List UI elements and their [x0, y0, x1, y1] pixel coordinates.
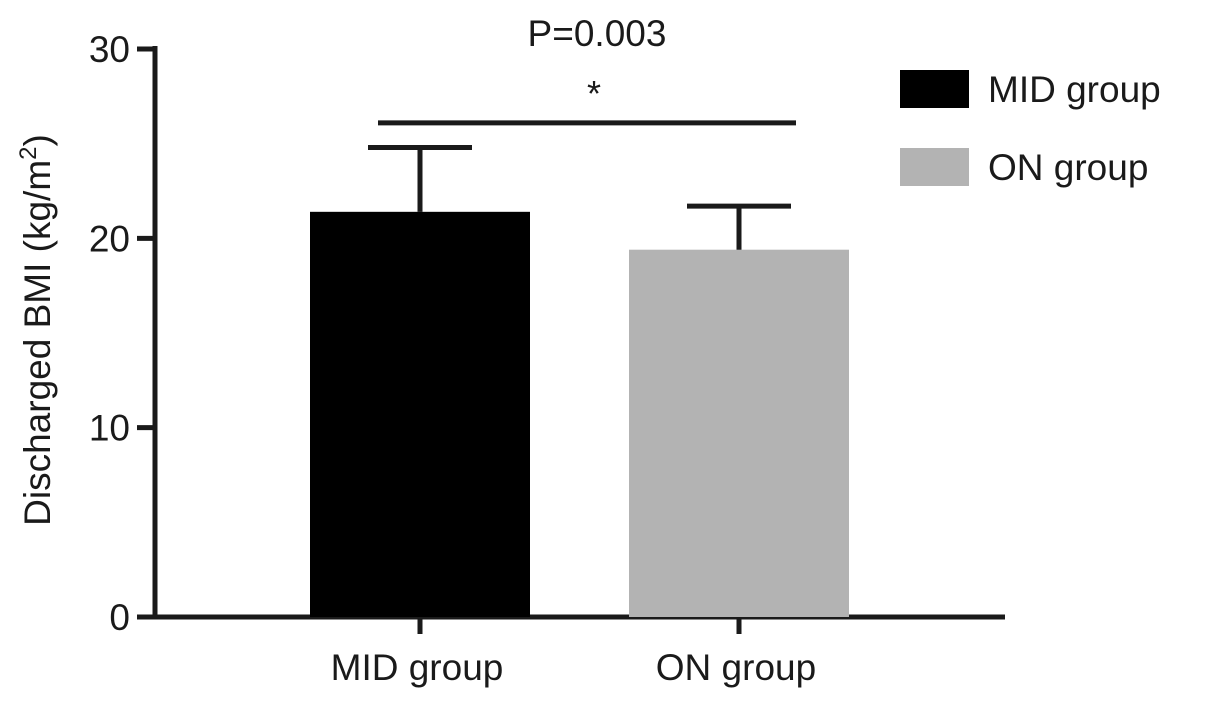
y-axis-title: Discharged BMI (kg/m2)	[15, 134, 58, 526]
legend-label: ON group	[988, 147, 1148, 188]
legend-swatch	[900, 148, 969, 186]
y-axis-title-main: Discharged BMI (kg/m	[17, 160, 58, 526]
bar-2	[629, 249, 849, 617]
x-category-label: ON group	[656, 647, 816, 688]
legend-label: MID group	[988, 69, 1161, 110]
legend-item-1: MID group	[900, 69, 1161, 110]
p-value-label: P=0.003	[528, 13, 667, 54]
y-tick-label: 0	[109, 597, 130, 638]
axes	[152, 46, 1005, 620]
legend-item-2: ON group	[900, 147, 1148, 188]
error-bars	[368, 144, 791, 250]
legend: MID group ON group	[900, 69, 1161, 188]
legend-swatch	[900, 70, 969, 108]
significance-star: *	[587, 73, 601, 114]
bar-1	[310, 211, 530, 617]
y-axis-title-superscript: 2	[15, 146, 42, 159]
y-tick-label: 10	[89, 408, 130, 449]
x-axis-categories: MID group ON group	[331, 617, 816, 688]
significance-annotation: P=0.003 *	[378, 13, 796, 126]
y-axis-ticks: 0 10 20 30	[89, 29, 155, 638]
bars	[310, 211, 849, 617]
y-axis-title-close: )	[17, 134, 58, 146]
x-category-label: MID group	[331, 647, 504, 688]
y-tick-label: 20	[89, 218, 130, 259]
y-tick-label: 30	[89, 29, 130, 70]
